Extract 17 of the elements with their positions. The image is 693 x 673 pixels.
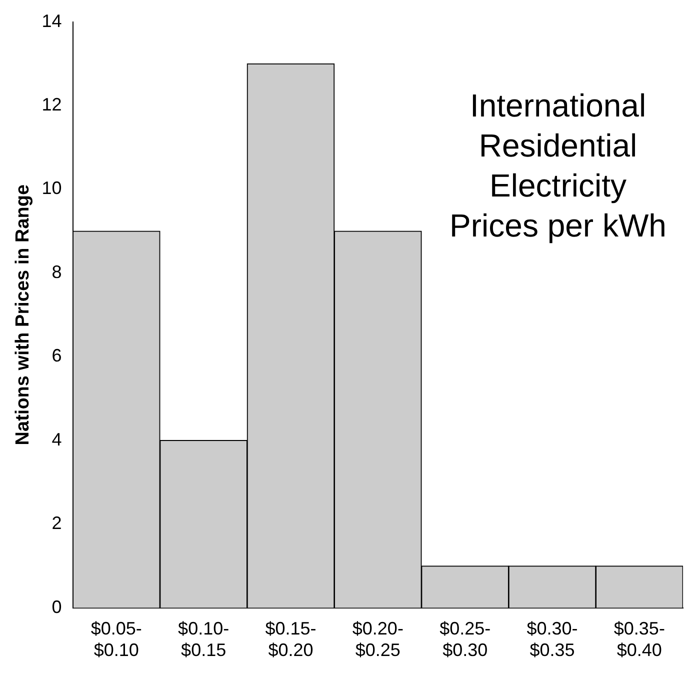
y-tick-label: 0: [52, 596, 62, 617]
x-tick-label: $0.25-$0.30: [440, 618, 491, 660]
x-tick-label: $0.30-$0.35: [526, 618, 578, 660]
y-tick-label: 2: [52, 513, 62, 534]
x-tick-label: $0.10-$0.15: [178, 618, 230, 660]
x-tick-label: $0.20-$0.25: [352, 618, 404, 660]
y-tick-label: 10: [42, 178, 62, 198]
y-tick-label: 6: [52, 346, 62, 366]
y-tick-label: 14: [42, 10, 62, 31]
x-tick-label: $0.35-$0.40: [614, 618, 665, 660]
y-tick-label: 8: [52, 262, 62, 282]
text: International Residential Electricity Prices per kWh: [450, 88, 666, 244]
x-tick-label: $0.05-$0.10: [90, 618, 142, 660]
y-tick-label: 4: [52, 429, 62, 450]
y-axis-title: Nations with Prices in Range: [12, 184, 34, 446]
x-tick-label: $0.15-$0.20: [265, 618, 316, 660]
y-tick-label: 12: [42, 94, 62, 114]
